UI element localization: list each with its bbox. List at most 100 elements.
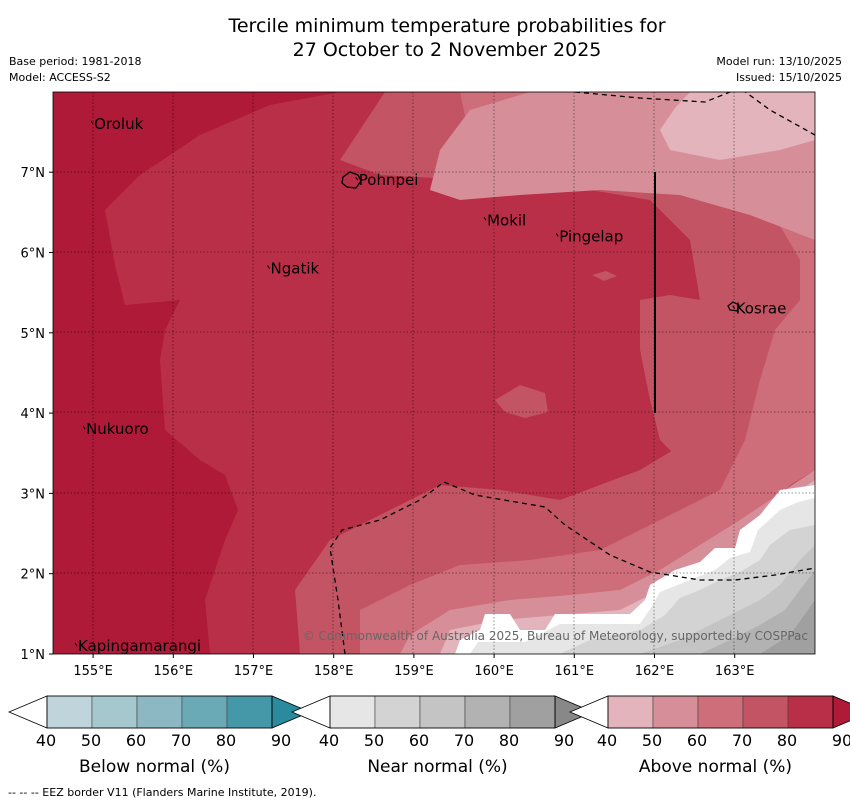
colorbar-frame: [329, 695, 556, 729]
place-marker: [267, 265, 270, 269]
colorbar-tick-label: 70: [454, 731, 474, 750]
colorbar-tick-label: 70: [171, 731, 191, 750]
colorbar-title: Near normal (%): [367, 757, 507, 777]
colorbar-tick-label: 40: [319, 731, 339, 750]
band-80-south: [340, 400, 650, 470]
base-period: Base period: 1981-2018: [9, 55, 142, 68]
colorbar-segment: [607, 695, 654, 729]
colorbar-frame: [46, 695, 273, 729]
place-marker: [355, 176, 359, 181]
lon-tick-label: 160°E: [474, 664, 514, 679]
colorbar-tick-label: 80: [499, 731, 519, 750]
pocket-70-b: [592, 271, 617, 281]
colorbar-frame: [607, 695, 834, 729]
place-marker: [555, 233, 559, 237]
band-80-interior: [250, 200, 650, 375]
colorbar-segment: [374, 695, 421, 729]
probability-field: [53, 92, 815, 654]
colorbar-segment: [91, 695, 138, 729]
colorbar-tick-label: 60: [126, 731, 146, 750]
lon-tick-label: 161°E: [555, 664, 595, 679]
map-frame: [52, 91, 816, 655]
colorbar-segment: [329, 695, 376, 729]
colorbar-segment: [464, 695, 511, 729]
colorbar-extend-low: [568, 695, 609, 729]
place-label: Nukuoro: [86, 420, 149, 438]
place-marker: [90, 120, 94, 125]
band-above-60: [360, 92, 815, 654]
colorbar-3: 40 50 60 70 80 90 Above normal (%): [568, 695, 850, 777]
band-near-80: [760, 600, 815, 654]
colorbar-tick-label: 90: [832, 731, 850, 750]
issued-date: Issued: 15/10/2025: [735, 71, 842, 84]
lat-tick-label: 1°N: [21, 648, 46, 663]
place-marker: [82, 425, 86, 430]
pocket-90: [170, 478, 225, 503]
title-line-1: Tercile minimum temperature probabilitie…: [228, 15, 666, 37]
colorbar-extend-high: [832, 695, 850, 729]
colorbar-extend-low: [7, 695, 48, 729]
colorbar-tick-label: 60: [687, 731, 707, 750]
colorbar-title: Above normal (%): [639, 757, 792, 777]
colorbar-segment: [742, 695, 789, 729]
colorbar-1: 40 50 60 70 80 90 Below normal (%): [7, 695, 312, 777]
band-70-east: [640, 295, 740, 470]
pohnpei-island: [341, 171, 362, 189]
colorbar-segment: [652, 695, 699, 729]
title-line-2: 27 October to 2 November 2025: [292, 39, 602, 61]
colorbar-tick-label: 70: [732, 731, 752, 750]
colorbar-segment: [46, 695, 93, 729]
lon-tick-label: 157°E: [234, 664, 274, 679]
place-label: Pingelap: [559, 227, 623, 245]
colorbar-segment: [697, 695, 744, 729]
lon-tick-label: 162°E: [635, 664, 675, 679]
place-label: Kapingamarangi: [78, 637, 201, 655]
lat-tick-label: 6°N: [21, 247, 46, 262]
place-marker: [732, 305, 736, 309]
lon-tick-label: 158°E: [314, 664, 354, 679]
lon-tick-label: 156°E: [154, 664, 194, 679]
colorbar-segment: [787, 695, 834, 729]
colorbar-tick-label: 50: [364, 731, 384, 750]
lat-tick-label: 3°N: [21, 487, 46, 502]
lon-tick-label: 155°E: [73, 664, 113, 679]
place-label: Oroluk: [94, 115, 143, 133]
place-label: Kosrae: [736, 300, 787, 318]
colorbar-tick-label: 80: [216, 731, 236, 750]
lat-tick-label: 4°N: [21, 407, 46, 422]
colorbar-tick-label: 60: [409, 731, 429, 750]
copyright-text: © Commonwealth of Australia 2025, Bureau…: [303, 629, 808, 643]
model-name: Model: ACCESS-S2: [9, 71, 111, 84]
eez-footnote: -- -- -- EEZ border V11 (Flanders Marine…: [8, 786, 317, 799]
lon-tick-label: 159°E: [394, 664, 434, 679]
lat-tick-label: 7°N: [21, 166, 46, 181]
eez-borders: [329, 92, 815, 654]
colorbar-extend-low: [290, 695, 331, 729]
colorbar-segment: [226, 695, 273, 729]
pocket-70: [495, 385, 548, 418]
place-marker: [74, 642, 78, 647]
place-label: Pohnpei: [359, 171, 419, 189]
model-run: Model run: 13/10/2025: [716, 55, 842, 68]
band-near-70: [700, 570, 815, 654]
colorbar-segment: [181, 695, 228, 729]
colorbar-2: 40 50 60 70 80 90 Near normal (%): [290, 695, 595, 777]
colorbar-tick-label: 50: [642, 731, 662, 750]
place-label: Ngatik: [271, 260, 320, 278]
place-label: Mokil: [487, 211, 526, 229]
lat-tick-label: 5°N: [21, 327, 46, 342]
colorbar-segment: [509, 695, 556, 729]
lat-tick-label: 2°N: [21, 568, 46, 583]
colorbar-segment: [136, 695, 183, 729]
kosrae-island: [727, 301, 740, 312]
colorbar-tick-label: 40: [597, 731, 617, 750]
colorbar-tick-label: 80: [777, 731, 797, 750]
colorbar-tick-label: 50: [81, 731, 101, 750]
lon-tick-label: 163°E: [715, 664, 755, 679]
colorbar-title: Below normal (%): [79, 757, 230, 777]
colorbar-segment: [419, 695, 466, 729]
place-marker: [483, 217, 487, 221]
colorbar-tick-label: 40: [36, 731, 56, 750]
colorbar-tick-label: 90: [271, 731, 291, 750]
